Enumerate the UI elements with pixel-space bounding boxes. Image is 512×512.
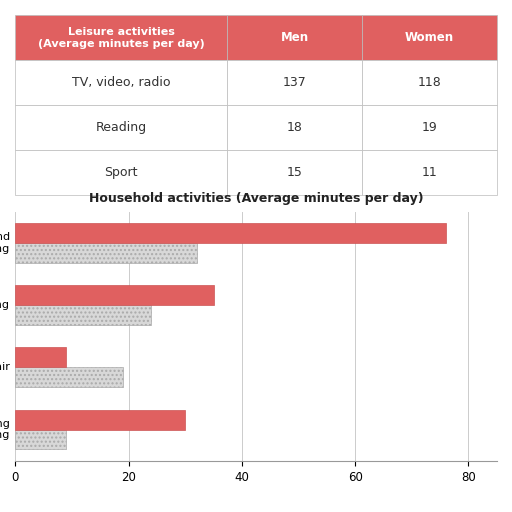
Bar xyxy=(15,305,151,325)
Bar xyxy=(15,243,197,263)
Bar xyxy=(15,223,445,243)
Bar xyxy=(15,348,67,368)
Bar xyxy=(15,285,214,305)
Bar xyxy=(15,410,185,430)
Bar xyxy=(15,430,67,450)
Bar xyxy=(15,368,123,387)
Title: Household activities (Average minutes per day): Household activities (Average minutes pe… xyxy=(89,192,423,205)
